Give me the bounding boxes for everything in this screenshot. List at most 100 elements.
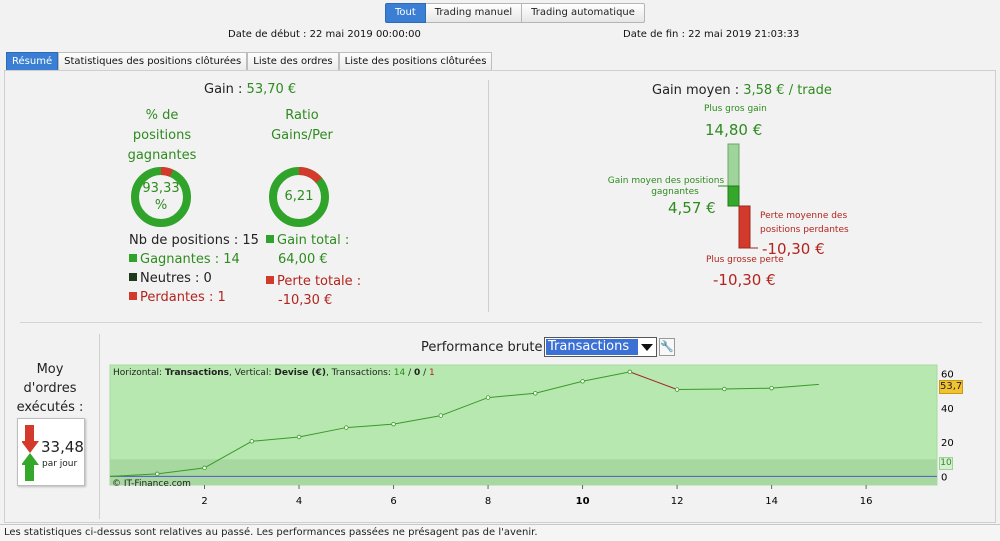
perte-totale-value: -10,30 € [278, 293, 333, 308]
y-tick-label: 20 [941, 438, 954, 449]
y-tick-label: 0 [941, 472, 947, 483]
green-square-icon [266, 235, 274, 243]
series-segment [346, 423, 394, 429]
data-point [580, 379, 585, 384]
perte-moyenne-line-1: Perte moyenne des [760, 211, 848, 221]
series-segment [629, 371, 678, 390]
y-tick-label: 60 [941, 370, 954, 381]
gain-moyen-positions-label: Gain moyen des positions gagnantes [596, 176, 736, 198]
pct-title-line-1: % de [145, 108, 179, 123]
data-point [627, 369, 633, 375]
ratio-value: 6,21 [284, 189, 314, 204]
gain-value: 53,70 € [246, 82, 297, 97]
gain-bars-graphic [718, 143, 758, 249]
info-mid: , Vertical: [229, 368, 275, 378]
moy-ordres-line-1: Moy [36, 362, 64, 377]
red-square-icon [266, 276, 274, 284]
dark-square-icon [129, 273, 137, 281]
data-point [296, 434, 302, 440]
gain-header: Gain : 53,70 € [204, 82, 296, 97]
series-segment [535, 380, 583, 394]
performance-select[interactable]: Transactions [544, 337, 657, 357]
vertical-separator-2 [99, 334, 100, 519]
x-tick-label: 2 [201, 496, 207, 507]
ordres-par-jour-value: 33,48 [41, 438, 84, 456]
series-segment [582, 371, 630, 382]
pct-gagnantes-donut [131, 167, 191, 227]
perdantes-row: Perdantes : 1 [129, 290, 226, 305]
x-tick-label: 16 [860, 496, 873, 507]
perte-totale-row: Perte totale : [266, 274, 361, 289]
ratio-donut [269, 167, 329, 227]
gain-label: Gain : [204, 82, 247, 97]
gain-moyen-value: 3,58 € / trade [743, 83, 832, 98]
gain-moyen-positions-value: 4,57 € [668, 199, 716, 217]
data-point [769, 385, 774, 391]
mode-button-manuel[interactable]: Trading manuel [425, 3, 523, 23]
threshold-band [110, 459, 937, 485]
tab-liste-ordres[interactable]: Liste des ordres [247, 52, 339, 70]
plus-grosse-perte-value: -10,30 € [713, 271, 776, 289]
perte-moyenne-value: -10,30 € [762, 240, 825, 258]
gain-moyen-header: Gain moyen : 3,58 € / trade [652, 83, 832, 98]
info-horizontal: Transactions [164, 368, 230, 378]
series-segment [298, 427, 347, 438]
series-segment [393, 415, 441, 425]
up-down-arrows-icon [22, 425, 39, 481]
data-point [674, 387, 680, 392]
x-tick-label: 6 [390, 496, 396, 507]
info-vertical: Devise (€) [274, 368, 326, 378]
info-sep-1: / [405, 368, 414, 378]
ratio-title: Ratio Gains/Per [262, 106, 342, 146]
perte-totale-label: Perte totale : [277, 274, 362, 289]
perdantes-text: Perdantes : 1 [140, 290, 226, 305]
series-segment [157, 467, 205, 475]
wrench-icon[interactable]: 🔧 [659, 338, 675, 356]
gagnantes-text: Gagnantes : 14 [140, 252, 240, 267]
performance-title: Performance brute [421, 340, 543, 355]
data-point [155, 471, 160, 477]
chart-copyright: © IT-Finance.com [112, 479, 191, 489]
neutres-row: Neutres : 0 [129, 271, 212, 286]
info-prefix: Horizontal: [113, 368, 165, 378]
current-value-badge: 53,7 [939, 380, 963, 394]
series-segment [488, 392, 536, 399]
series-segment [440, 397, 489, 417]
pct-title-line-2: positions [132, 128, 192, 143]
mode-selector: Tout Trading manuel Trading automatique [385, 3, 645, 23]
moy-ordres-line-2: d'ordres [23, 381, 77, 396]
chart-info-line: Horizontal: Transactions, Vertical: Devi… [113, 368, 435, 378]
chevron-down-icon [641, 344, 653, 351]
mode-button-tout[interactable]: Tout [385, 3, 426, 23]
info-neutral-count: 0 [413, 368, 421, 378]
series-segment [204, 440, 253, 469]
pct-gagnantes-title: % de positions gagnantes [120, 106, 204, 166]
gain-total-value: 64,00 € [278, 252, 328, 267]
plus-grosse-perte-label: Plus grosse perte [706, 255, 784, 265]
mode-button-automatique[interactable]: Trading automatique [522, 3, 645, 23]
tab-bar: Résumé Statistiques des positions clôtur… [6, 52, 493, 70]
gain-moyen-label: Gain moyen : [652, 83, 744, 98]
perte-moyenne-label: Perte moyenne des positions perdantes [760, 209, 849, 237]
gain-total-row: Gain total : [266, 233, 349, 248]
end-date: Date de fin : 22 mai 2019 21:03:33 [623, 29, 800, 40]
pct-value-unit: % [154, 198, 168, 213]
y-tick-label: 40 [941, 404, 954, 415]
gain-moyen-positions-line-2: gagnantes [651, 187, 699, 197]
status-bar: Les statistiques ci-dessus sont relative… [0, 524, 1000, 541]
horizontal-separator [20, 322, 982, 323]
info-win-count: 14 [393, 368, 406, 378]
info-sep-2: / [420, 368, 429, 378]
nb-positions: Nb de positions : 15 [129, 233, 259, 248]
gain-total-label: Gain total : [277, 233, 350, 248]
x-tick-label: 8 [485, 496, 491, 507]
moy-ordres-line-3: exécutés : [16, 400, 84, 415]
threshold-badge: 10 [939, 457, 953, 470]
tab-liste-positions[interactable]: Liste des positions clôturées [338, 52, 493, 70]
series-segment [251, 436, 300, 442]
ratio-title-line-2: Gains/Per [271, 128, 333, 143]
tab-statistiques[interactable]: Statistiques des positions clôturées [58, 52, 248, 70]
x-tick-label: 4 [296, 496, 302, 507]
perte-moyenne-line-2: positions perdantes [760, 225, 849, 235]
tab-resume[interactable]: Résumé [6, 52, 59, 70]
